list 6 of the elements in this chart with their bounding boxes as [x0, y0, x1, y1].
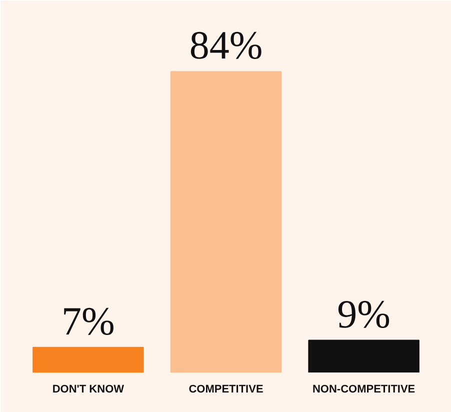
x-tick-label: DON'T KNOW [52, 384, 125, 396]
data-label: 84% [189, 22, 263, 68]
data-label: 9% [337, 291, 390, 336]
x-tick-label: NON-COMPETITIVE [312, 384, 416, 396]
data-label: 7% [62, 298, 115, 344]
x-tick-label: COMPETITIVE [188, 384, 264, 396]
